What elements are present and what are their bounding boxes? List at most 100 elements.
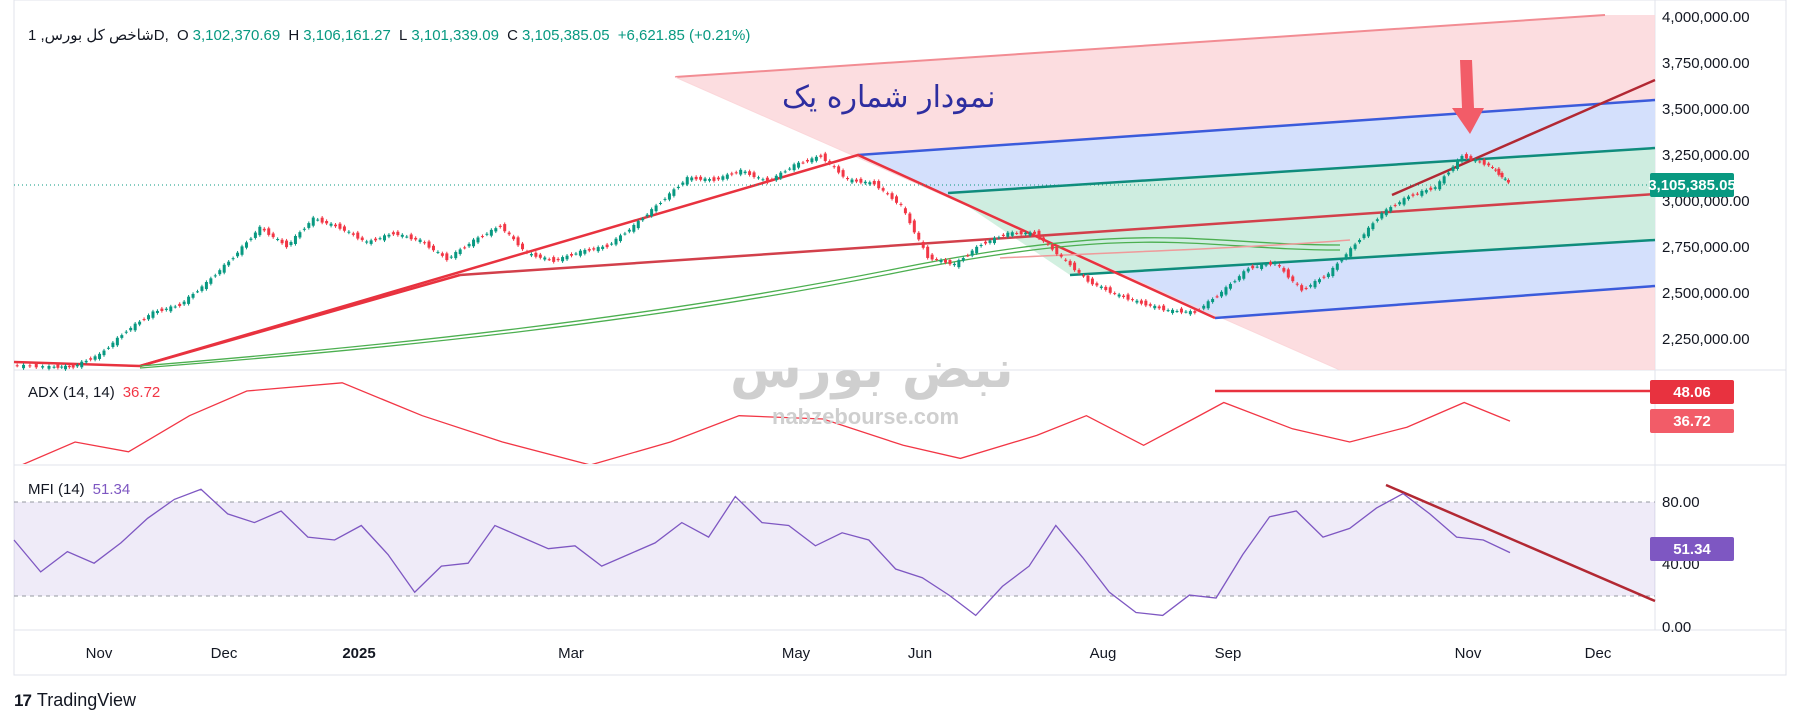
candle-body — [356, 232, 360, 239]
candle-body — [1064, 259, 1068, 261]
candle-body — [765, 177, 769, 183]
candle-body — [351, 233, 355, 235]
candle-body — [1206, 301, 1210, 309]
candle-body — [1099, 286, 1103, 288]
open-label: O — [176, 27, 189, 44]
down-arrow-icon[interactable] — [1452, 60, 1484, 134]
candle-body — [1175, 311, 1179, 313]
time-axis-label: Mar — [558, 645, 584, 662]
channel-upper-blue[interactable] — [857, 98, 1656, 157]
candle-body — [948, 260, 952, 265]
pitchfork-upper-line[interactable] — [674, 14, 1606, 78]
candle-body — [454, 252, 458, 259]
adx-level-tag[interactable]: 48.06 — [1650, 380, 1734, 404]
candle-body — [565, 255, 569, 260]
candle-body — [886, 193, 890, 195]
candle-body — [1384, 209, 1388, 216]
rising-channel-line[interactable] — [1391, 78, 1656, 197]
candle-body — [627, 229, 631, 232]
mfi-axis-label: 80.00 — [1662, 494, 1700, 511]
candle-body — [67, 365, 71, 368]
candle-body — [222, 264, 226, 273]
candle-body — [1215, 296, 1219, 298]
adx-title-text: ADX (14, 14) — [28, 384, 115, 401]
adx-line — [22, 382, 1511, 464]
candle-body — [1456, 160, 1460, 169]
candle-body — [249, 238, 253, 240]
candle-body — [1393, 205, 1397, 207]
candle-body — [1473, 159, 1477, 162]
candle-body — [1197, 309, 1201, 311]
mfi-axis-label: 0.00 — [1662, 619, 1692, 636]
candle-body — [716, 177, 720, 180]
candle-body — [93, 356, 97, 360]
candle-body — [801, 162, 805, 164]
mfi-title[interactable]: MFI (14) 51.34 — [28, 481, 130, 498]
candle-body — [721, 176, 725, 180]
candle-body — [1166, 310, 1170, 312]
candle-body — [1398, 202, 1402, 205]
high-value: 3,106,161.27 — [303, 27, 391, 44]
candle-body — [1193, 311, 1197, 313]
candle-body — [463, 247, 467, 249]
candle-body — [1326, 273, 1330, 277]
candle-body — [1237, 276, 1241, 281]
candle-body — [1188, 311, 1192, 315]
candle-body — [1460, 155, 1464, 162]
candle-body — [1497, 168, 1501, 175]
price-axis-label: 3,000,000.00 — [1662, 193, 1750, 210]
change-value: +6,621.85 (+0.21%) — [617, 27, 751, 44]
candle-body — [1095, 283, 1099, 286]
candle-body — [752, 172, 756, 178]
symbol-title[interactable]: شاخص کل بورس, 1D, — [28, 27, 169, 44]
candle-body — [850, 179, 854, 183]
rising-trendline[interactable] — [139, 273, 461, 368]
adx-value-tag[interactable]: 36.72 — [1650, 409, 1734, 433]
candle-body — [881, 188, 885, 191]
candle-body — [71, 364, 75, 368]
candle-body — [725, 174, 729, 179]
candle-body — [494, 228, 498, 232]
candle-body — [378, 238, 382, 240]
candle-body — [659, 202, 663, 204]
adx-title[interactable]: ADX (14, 14) 36.72 — [28, 384, 160, 401]
candle-body — [645, 214, 649, 217]
candle-body — [334, 224, 338, 227]
chart-annotation-text[interactable]: نمودار شماره یک — [782, 80, 996, 115]
candle-body — [1490, 167, 1494, 169]
candle-body — [22, 364, 26, 369]
tradingview-name: TradingView — [36, 690, 136, 710]
candle-body — [200, 286, 204, 291]
candle-body — [1295, 283, 1299, 285]
candle-body — [1126, 294, 1130, 300]
candle-body — [957, 260, 961, 268]
mfi-band-fill — [14, 502, 1655, 596]
tradingview-brand[interactable]: 17 TradingView — [14, 690, 136, 711]
drawing-layer[interactable] — [13, 14, 1656, 603]
channel-lower-blue[interactable] — [1214, 284, 1656, 320]
candle-body — [169, 306, 173, 312]
candle-body — [115, 337, 119, 346]
candle-body — [935, 259, 939, 261]
channel-upper-teal[interactable] — [947, 146, 1656, 195]
channel-lower-teal[interactable] — [1069, 238, 1656, 277]
candle-body — [547, 259, 551, 261]
candle-body — [1068, 261, 1072, 266]
candle-body — [396, 231, 400, 236]
price-axis-label: 2,500,000.00 — [1662, 285, 1750, 302]
candle-body — [34, 363, 38, 368]
candle-body — [80, 361, 84, 368]
candle-body — [1233, 281, 1237, 283]
candle-body — [1041, 237, 1045, 242]
candle-body — [632, 224, 636, 232]
candle-body — [1389, 207, 1393, 212]
mfi-value-tag[interactable]: 51.34 — [1650, 537, 1734, 561]
mfi-down-trendline[interactable] — [1385, 483, 1656, 603]
last-price-tag[interactable]: 3,105,385.05 — [1648, 173, 1736, 197]
candle-body — [654, 205, 658, 212]
candle-body — [64, 365, 68, 370]
candle-body — [618, 235, 622, 242]
median-line[interactable] — [459, 192, 1656, 277]
candle-body — [1179, 308, 1183, 313]
